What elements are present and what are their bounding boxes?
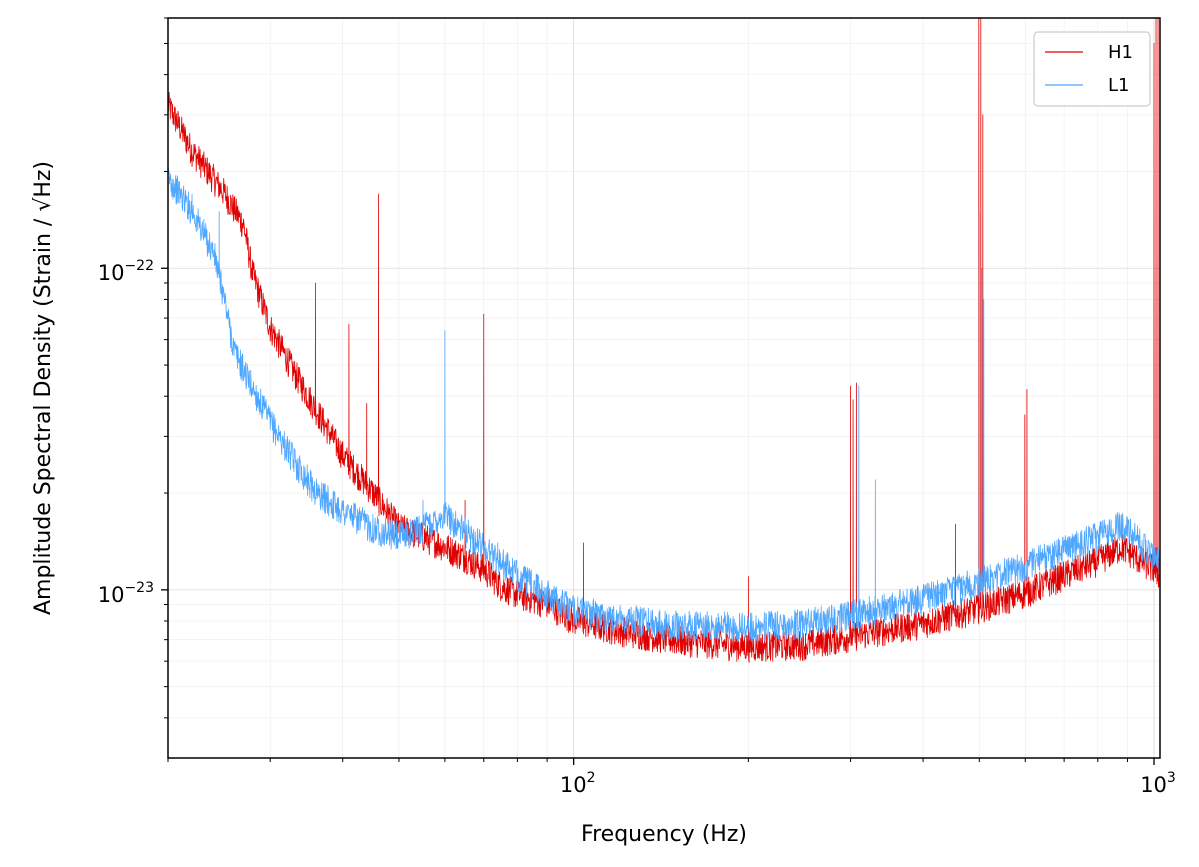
legend: H1 L1 bbox=[1033, 31, 1151, 107]
x-axis-label: Frequency (Hz) bbox=[581, 822, 747, 847]
legend-label-h1: H1 bbox=[1108, 42, 1133, 63]
plot-frame bbox=[167, 17, 1161, 759]
y-axis-label: Amplitude Spectral Density (Strain / √Hz… bbox=[31, 161, 56, 615]
x-tick-label: 102 bbox=[560, 770, 596, 797]
legend-box bbox=[1033, 31, 1151, 107]
series-layer bbox=[167, 17, 1161, 663]
series-line-l1 bbox=[167, 164, 1161, 643]
y-tick-label: 10−22 bbox=[98, 258, 154, 285]
y-tick-label: 10−23 bbox=[98, 580, 154, 607]
legend-label-l1: L1 bbox=[1108, 75, 1129, 96]
tick-marks bbox=[161, 17, 1155, 765]
tick-labels: 102 103 10−22 10−23 bbox=[98, 258, 1176, 797]
x-tick-label: 103 bbox=[1140, 770, 1176, 797]
